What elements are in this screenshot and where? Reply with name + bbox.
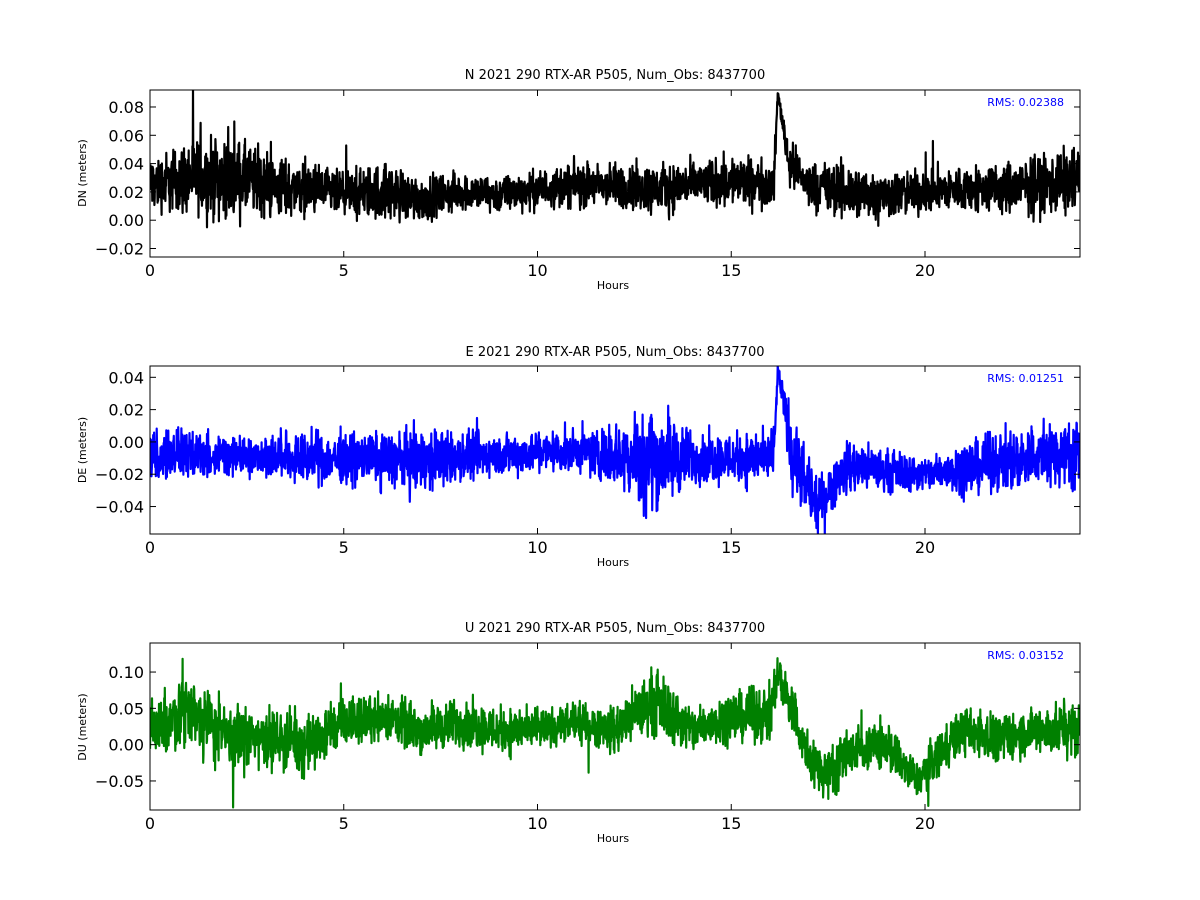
rms-annotation-east: RMS: 0.01251 <box>987 372 1064 385</box>
y-tick-label-east-3: 0.02 <box>108 401 144 420</box>
x-tick-label-east-10: 10 <box>527 538 547 557</box>
y-axis-label-north: DN (meters) <box>76 139 89 207</box>
x-tick-label-north-5: 5 <box>339 261 349 280</box>
y-tick-label-up-2: 0.05 <box>108 699 144 718</box>
x-tick-label-up-5: 5 <box>339 814 349 833</box>
plot-area-east: 0 5 10 15 20 −0.04 −0.02 0.00 0.02 0.04 RMS: 0.012… <box>95 365 1081 557</box>
x-tick-label-east-20: 20 <box>915 538 935 557</box>
series-line-east <box>150 366 1080 534</box>
y-tick-label-up-0: −0.05 <box>95 772 144 791</box>
x-tick-label-east-0: 0 <box>145 538 155 557</box>
panel-north: N 2021 290 RTX-AR P505, Num_Obs: 8437700… <box>76 68 1081 292</box>
x-axis-label-up: Hours <box>597 832 629 845</box>
x-tick-label-up-20: 20 <box>915 814 935 833</box>
y-tick-label-east-0: −0.04 <box>95 498 144 517</box>
y-tick-label-east-2: 0.00 <box>108 433 144 452</box>
panel-east: E 2021 290 RTX-AR P505, Num_Obs: 8437700… <box>76 345 1081 569</box>
rms-annotation-up: RMS: 0.03152 <box>987 649 1064 662</box>
x-tick-label-east-15: 15 <box>721 538 741 557</box>
y-axis-label-east: DE (meters) <box>76 417 89 483</box>
y-tick-label-east-4: 0.04 <box>108 368 144 387</box>
y-tick-label-up-1: 0.00 <box>108 736 144 755</box>
y-tick-label-up-3: 0.10 <box>108 663 144 682</box>
axes-frame-up <box>149 642 1081 811</box>
axes-frame-north <box>149 89 1081 258</box>
panel-up: U 2021 290 RTX-AR P505, Num_Obs: 8437700… <box>76 621 1081 845</box>
x-tick-label-north-0: 0 <box>145 261 155 280</box>
rms-annotation-north: RMS: 0.02388 <box>987 96 1064 109</box>
x-axis-label-east: Hours <box>597 556 629 569</box>
chart-title-north: N 2021 290 RTX-AR P505, Num_Obs: 8437700 <box>465 68 765 83</box>
x-tick-label-east-5: 5 <box>339 538 349 557</box>
x-tick-label-up-10: 10 <box>527 814 547 833</box>
y-tick-label-north-4: 0.06 <box>108 126 144 145</box>
y-tick-label-north-2: 0.02 <box>108 183 144 202</box>
y-tick-label-east-1: −0.02 <box>95 465 144 484</box>
y-tick-label-north-0: −0.02 <box>95 240 144 259</box>
x-tick-label-north-20: 20 <box>915 261 935 280</box>
x-tick-label-up-0: 0 <box>145 814 155 833</box>
plot-area-north: 0 5 10 15 20 −0.02 0.00 0.02 0.04 0.06 0.08 RMS: 0.… <box>95 89 1081 280</box>
x-tick-label-north-10: 10 <box>527 261 547 280</box>
plot-area-up: 0 5 10 15 20 −0.05 0.00 0.05 0.10 RMS: 0.03152 <box>95 642 1081 833</box>
y-tick-label-north-3: 0.04 <box>108 155 144 174</box>
y-tick-label-north-5: 0.08 <box>108 98 144 117</box>
chart-title-east: E 2021 290 RTX-AR P505, Num_Obs: 8437700 <box>466 345 765 360</box>
x-axis-label-north: Hours <box>597 279 629 292</box>
chart-title-up: U 2021 290 RTX-AR P505, Num_Obs: 8437700 <box>465 621 765 636</box>
series-line-north <box>150 90 1080 229</box>
y-tick-label-north-1: 0.00 <box>108 211 144 230</box>
y-axis-label-up: DU (meters) <box>76 693 89 760</box>
axes-frame-east <box>149 365 1081 535</box>
x-tick-label-north-15: 15 <box>721 261 741 280</box>
series-line-up <box>150 657 1080 809</box>
x-tick-label-up-15: 15 <box>721 814 741 833</box>
